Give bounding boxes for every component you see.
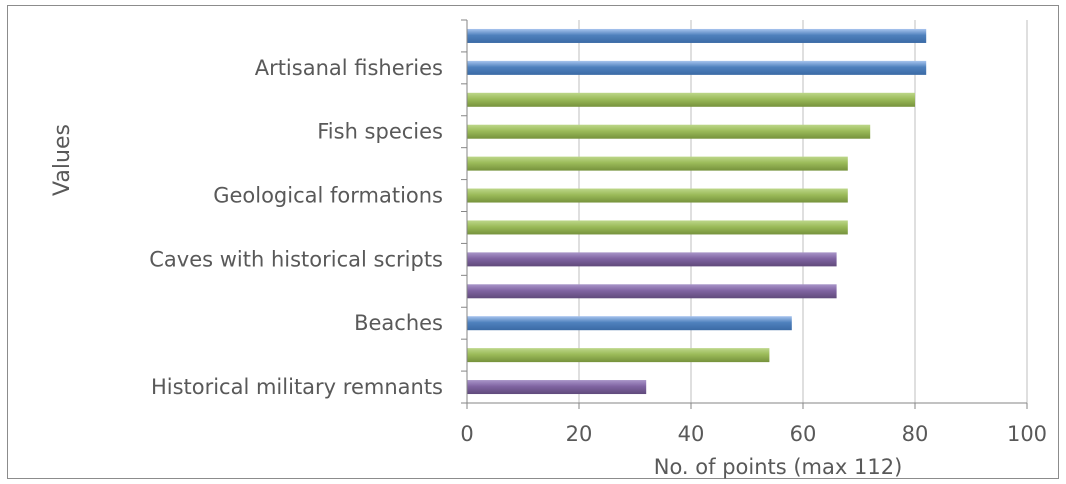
y-tick-label-2: Beaches bbox=[354, 311, 443, 335]
labels: 0 20 40 60 80 100 Historical military remnants… bbox=[149, 56, 1047, 446]
bar-8 bbox=[467, 124, 871, 139]
y-tick-label-6: Geological formations bbox=[213, 184, 443, 208]
y-tick-label-4: Caves with historical scripts bbox=[149, 247, 443, 271]
bar-7 bbox=[467, 156, 848, 171]
bar-4 bbox=[467, 252, 837, 267]
bar-5 bbox=[467, 220, 848, 235]
y-axis-title: Values bbox=[50, 124, 75, 196]
bar-1 bbox=[467, 348, 770, 363]
x-tick-label-60: 60 bbox=[790, 422, 817, 446]
x-tick-label-0: 0 bbox=[460, 422, 473, 446]
gridlines bbox=[578, 20, 1028, 403]
bar-2 bbox=[467, 316, 792, 331]
chart-frame bbox=[7, 5, 1059, 479]
bars bbox=[467, 28, 927, 395]
y-tick-label-8: Fish species bbox=[317, 120, 443, 144]
x-tick-label-20: 20 bbox=[566, 422, 593, 446]
x-tick-label-40: 40 bbox=[678, 422, 705, 446]
bar-10 bbox=[467, 60, 927, 75]
y-tick-label-10: Artisanal fisheries bbox=[255, 56, 443, 80]
bar-11 bbox=[467, 28, 927, 43]
bar-9 bbox=[467, 92, 915, 107]
x-tick-label-100: 100 bbox=[1007, 422, 1047, 446]
axes bbox=[461, 19, 1028, 409]
bar-6 bbox=[467, 188, 848, 203]
x-tick-label-80: 80 bbox=[902, 422, 929, 446]
bar-3 bbox=[467, 284, 837, 299]
y-tick-label-0: Historical military remnants bbox=[151, 375, 443, 399]
bar-0 bbox=[467, 380, 647, 395]
x-axis-title: No. of points (max 112) bbox=[654, 455, 903, 479]
